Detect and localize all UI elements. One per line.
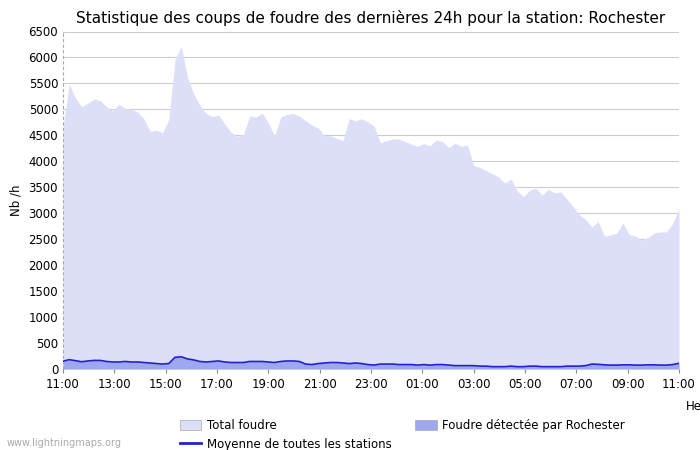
Text: www.lightningmaps.org: www.lightningmaps.org: [7, 438, 122, 448]
Y-axis label: Nb /h: Nb /h: [10, 184, 23, 216]
Legend: Total foudre, Moyenne de toutes les stations, Foudre détectée par Rochester: Total foudre, Moyenne de toutes les stat…: [180, 419, 625, 450]
Title: Statistique des coups de foudre des dernières 24h pour la station: Rochester: Statistique des coups de foudre des dern…: [76, 10, 666, 26]
Text: Heure: Heure: [686, 400, 700, 413]
